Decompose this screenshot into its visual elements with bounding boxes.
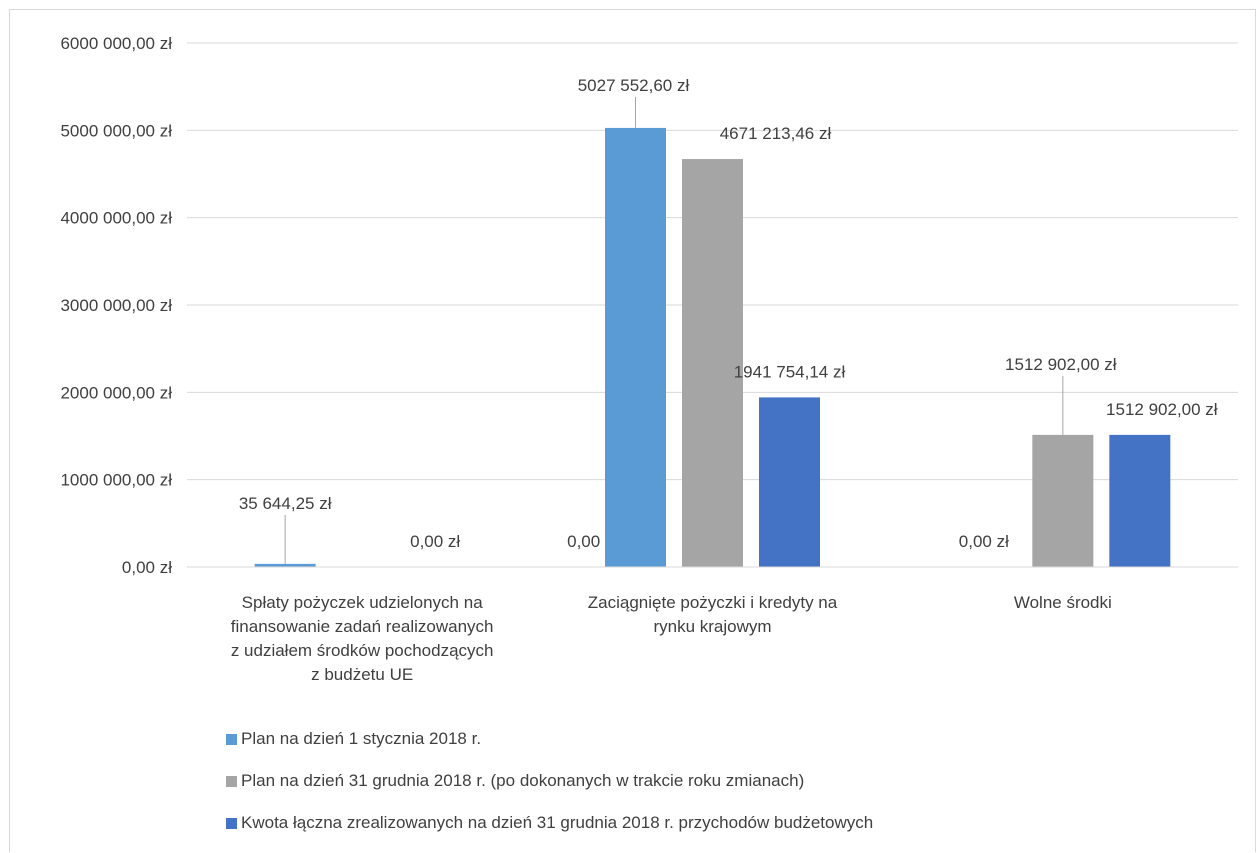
legend-swatch-plan-31-dec bbox=[226, 775, 237, 787]
y-tick-label: 0,00 zł bbox=[122, 558, 172, 577]
legend-label-realized: Kwota łączna zrealizowanych na dzień 31 … bbox=[241, 813, 874, 832]
bar bbox=[605, 127, 666, 568]
category-label: rynku krajowym bbox=[653, 617, 771, 636]
legend-item-plan-1-jan: Plan na dzień 1 stycznia 2018 r. bbox=[226, 727, 873, 751]
legend-label-plan-31-dec: Plan na dzień 31 grudnia 2018 r. (po dok… bbox=[241, 771, 805, 790]
legend-swatch-realized bbox=[226, 817, 237, 829]
y-tick-label: 3000 000,00 zł bbox=[60, 296, 172, 315]
data-label: 5027 552,60 zł bbox=[578, 76, 690, 95]
category-label: finansowanie zadań realizowanych bbox=[231, 617, 494, 636]
bar bbox=[1032, 434, 1094, 567]
category-label: Wolne środki bbox=[1014, 593, 1112, 612]
y-tick-label: 1000 000,00 zł bbox=[60, 471, 172, 490]
data-label: 0,00 zł bbox=[567, 532, 617, 551]
y-tick-label: 4000 000,00 zł bbox=[60, 209, 172, 228]
category-label: z budżetu UE bbox=[311, 665, 413, 684]
legend: Plan na dzień 1 stycznia 2018 r. Plan na… bbox=[226, 727, 873, 853]
legend-label-plan-1-jan: Plan na dzień 1 stycznia 2018 r. bbox=[241, 729, 482, 748]
category-label: Spłaty pożyczek udzielonych na bbox=[242, 593, 484, 612]
data-label: 1512 902,00 zł bbox=[1106, 400, 1218, 419]
y-tick-label: 5000 000,00 zł bbox=[60, 121, 172, 140]
bar-chart: 0,00 zł 1000 000,00 zł 2000 000,00 zł 3000 … bbox=[60, 34, 1238, 684]
data-label: 1512 902,00 zł bbox=[1005, 355, 1117, 374]
legend-item-plan-31-dec: Plan na dzień 31 grudnia 2018 r. (po dok… bbox=[226, 769, 873, 793]
chart-frame bbox=[9, 9, 1256, 852]
bar bbox=[1109, 434, 1171, 567]
legend-item-realized: Kwota łączna zrealizowanych na dzień 31 … bbox=[226, 811, 873, 835]
y-tick-label: 6000 000,00 zł bbox=[60, 34, 172, 53]
data-label: 0,00 zł bbox=[959, 532, 1009, 551]
category-label: Zaciągnięte pożyczki i kredyty na bbox=[588, 593, 838, 612]
category-label: z udziałem środków pochodzących bbox=[231, 641, 494, 660]
bar bbox=[759, 397, 820, 567]
data-label: 35 644,25 zł bbox=[239, 494, 332, 513]
bar bbox=[682, 159, 743, 567]
bar bbox=[254, 563, 316, 567]
data-label: 4671 213,46 zł bbox=[720, 124, 832, 143]
data-label: 0,00 zł bbox=[410, 532, 460, 551]
data-label: 1941 754,14 zł bbox=[734, 362, 846, 381]
legend-swatch-plan-1-jan bbox=[226, 733, 237, 745]
y-tick-label: 2000 000,00 zł bbox=[60, 383, 172, 402]
